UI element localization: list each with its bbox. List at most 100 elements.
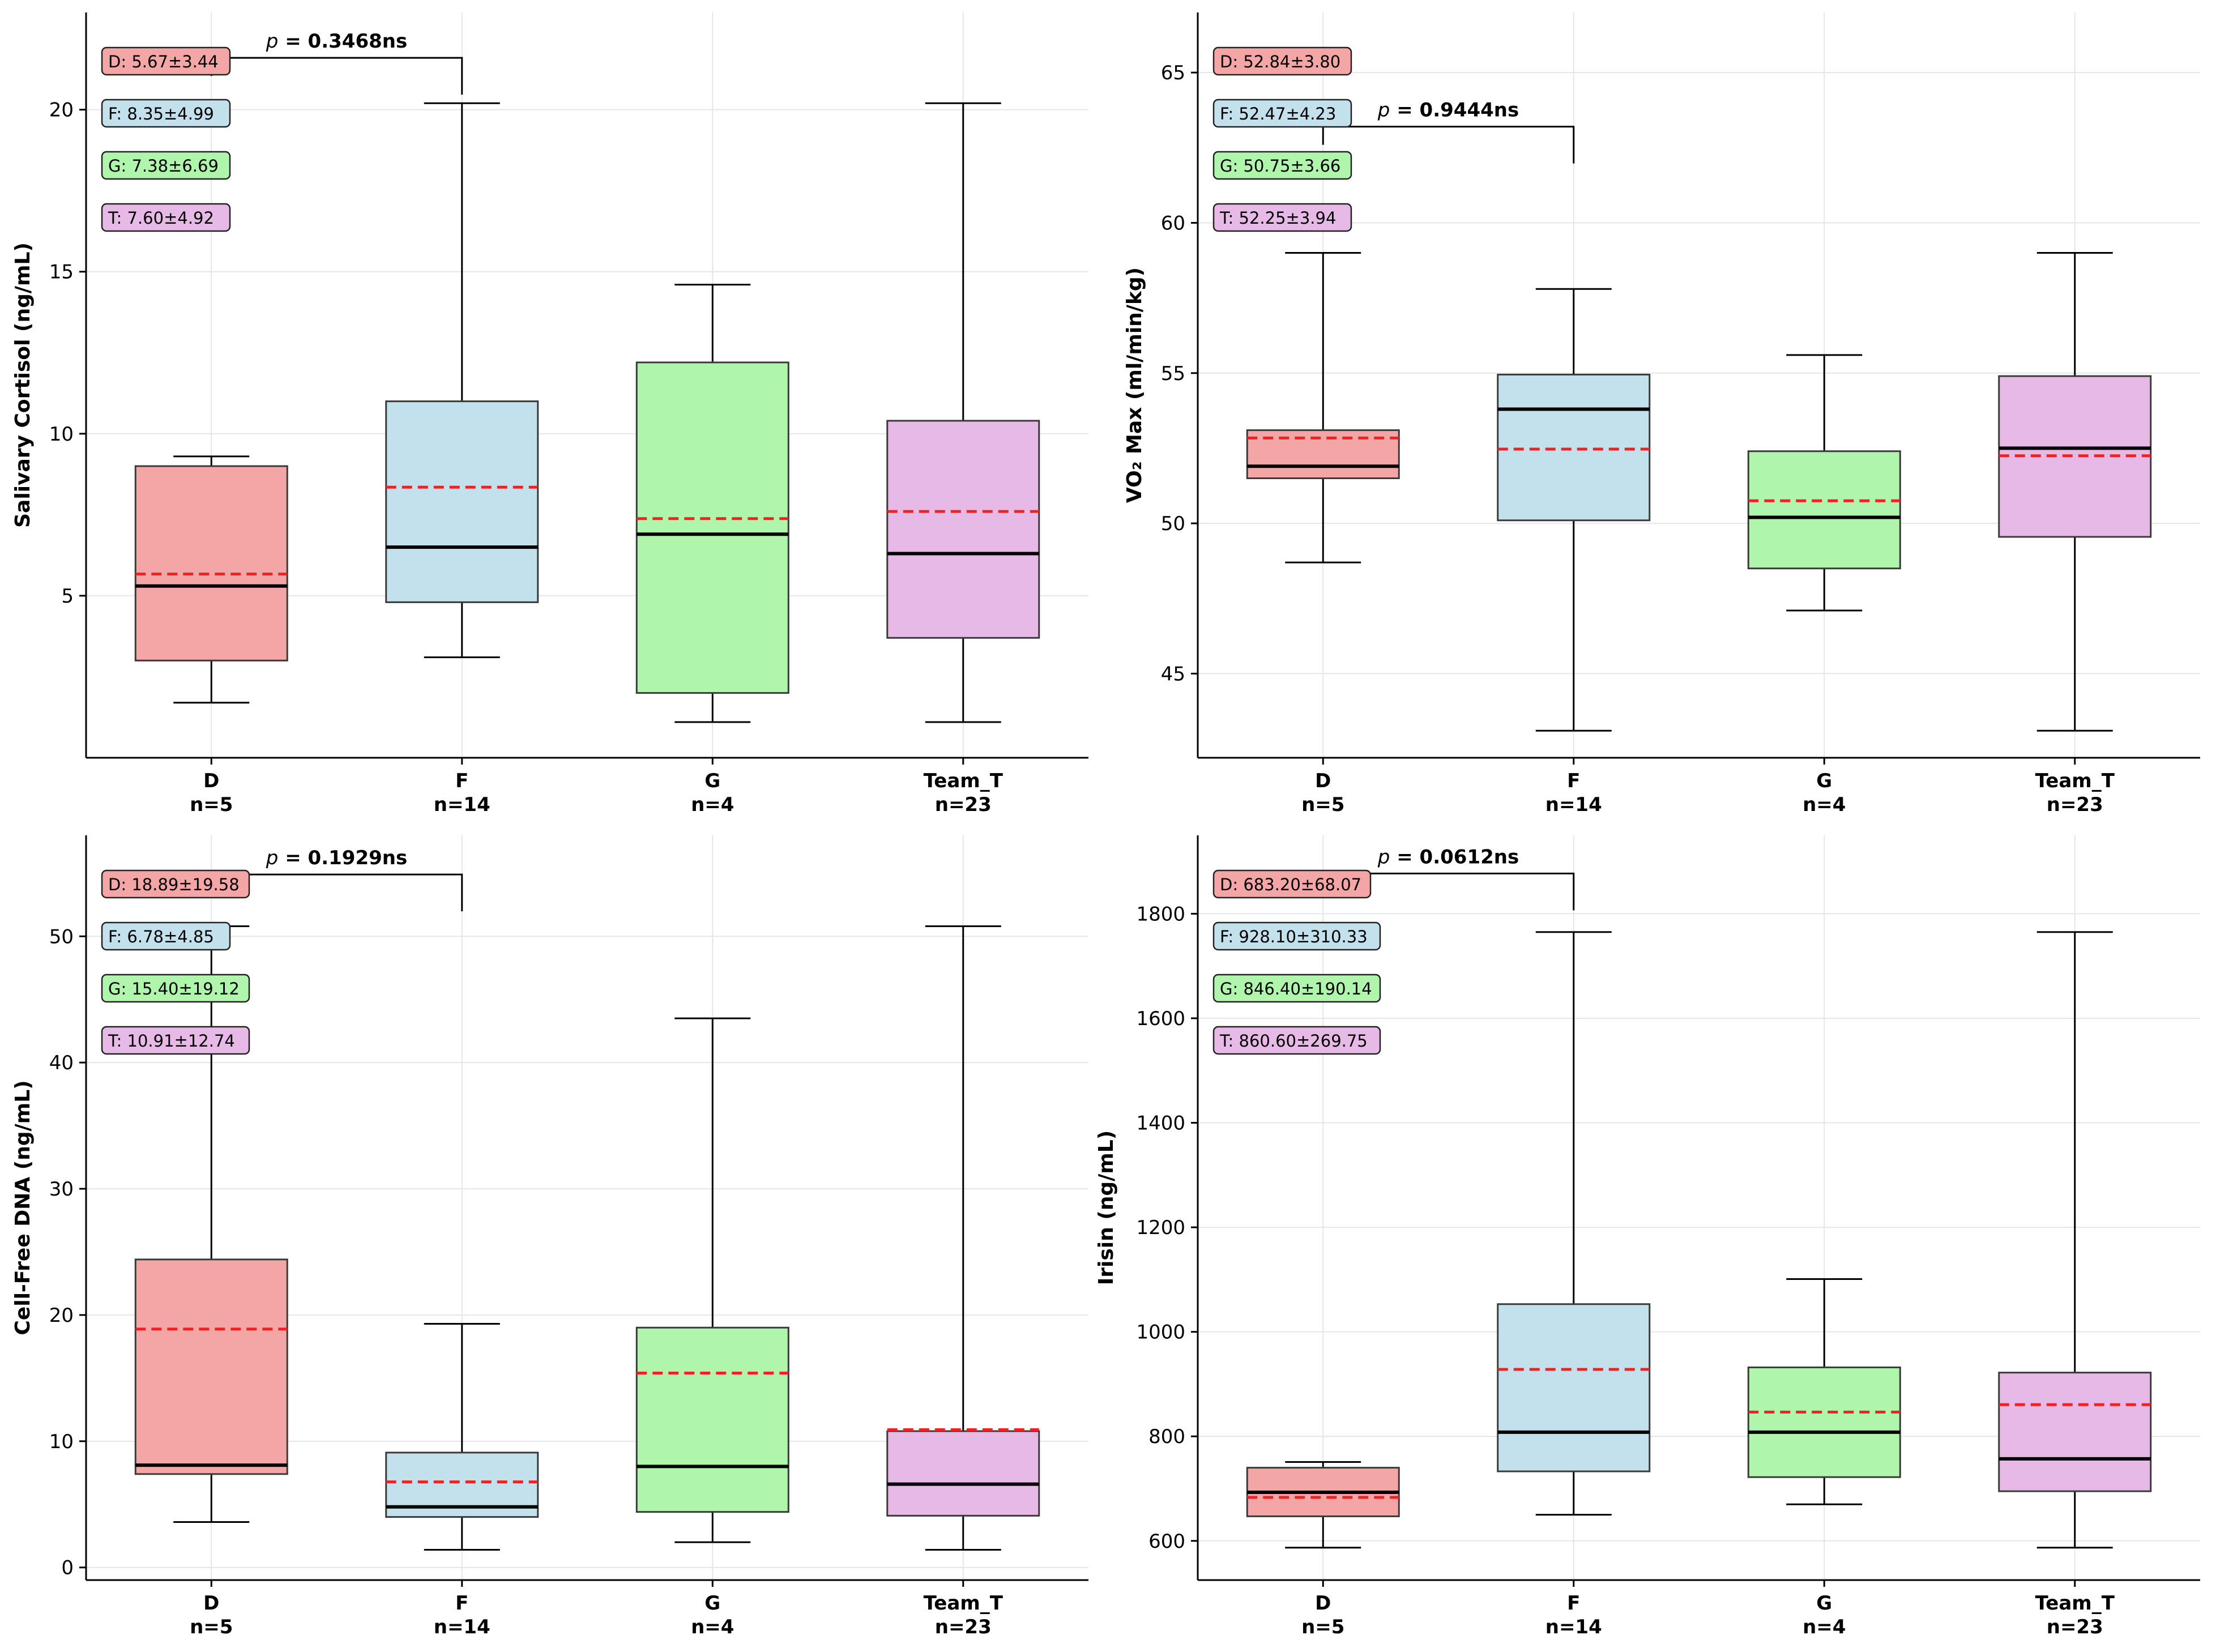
p-value-label: p = 0.3468ns	[266, 30, 407, 53]
box-D	[1246, 1461, 1400, 1549]
stats-text: G: 50.75±3.66	[1220, 156, 1340, 176]
box-iqr	[886, 420, 1040, 639]
stats-annotation: T: 860.60±269.75	[1212, 1026, 1381, 1055]
stats-annotation: D: 683.20±68.07	[1212, 869, 1372, 899]
box-F	[385, 1323, 539, 1551]
y-tick-label: 10	[49, 1431, 74, 1453]
chart-panel-4: 600 800 1000 1200 1400 1600 1800 Irisin (ng/mL)…	[1095, 835, 2200, 1638]
stats-annotation: F: 928.10±310.33	[1212, 921, 1381, 951]
x-tick-label: D	[1315, 770, 1331, 792]
stats-box	[101, 869, 250, 899]
x-tick-label: Team_T	[924, 1592, 1004, 1615]
x-tick-n-label: n=4	[691, 1616, 734, 1638]
box-D	[1246, 252, 1400, 564]
stats-text: G: 15.40±19.12	[108, 979, 240, 998]
stats-text: F: 928.10±310.33	[1220, 927, 1368, 946]
box-Team_T	[1998, 931, 2152, 1549]
y-tick-label: 20	[49, 99, 74, 122]
stats-annotation: D: 18.89±19.58	[101, 869, 250, 899]
p-value-label: p = 0.1929ns	[266, 847, 407, 869]
x-tick-n-label: n=23	[935, 1616, 992, 1638]
box-F	[1497, 288, 1651, 732]
stats-box	[1212, 203, 1352, 232]
x-tick-label: F	[1567, 1592, 1580, 1615]
y-tick-label: 50	[1161, 513, 1185, 535]
chart-panel-1: 5 10 15 20 Salivary Cortisol (ng/mL) Dn=5 Fn=1…	[11, 12, 1088, 816]
y-tick-label: 800	[1148, 1425, 1185, 1448]
x-tick-label: G	[1816, 770, 1832, 792]
y-tick-label: 65	[1161, 62, 1185, 84]
box-G	[635, 284, 789, 723]
stats-annotation: D: 5.67±3.44	[101, 46, 231, 76]
stats-box	[101, 99, 231, 128]
x-tick-n-label: n=5	[190, 1616, 233, 1638]
stats-annotation: T: 7.60±4.92	[101, 203, 231, 232]
x-tick-n-label: n=14	[434, 1616, 490, 1638]
x-tick-label: G	[704, 770, 720, 792]
y-tick-label: 1000	[1136, 1321, 1185, 1344]
x-tick-label: Team_T	[2035, 1592, 2115, 1615]
x-tick-n-label: n=5	[1301, 793, 1344, 816]
stats-box	[1212, 99, 1352, 128]
stats-annotation: T: 52.25±3.94	[1212, 203, 1352, 232]
stats-box	[101, 921, 231, 951]
y-axis-label: Irisin (ng/mL)	[1095, 1130, 1118, 1285]
box-iqr	[1497, 373, 1651, 522]
box-G	[635, 1017, 789, 1543]
stats-text: T: 860.60±269.75	[1219, 1031, 1368, 1051]
x-tick-label: G	[704, 1592, 720, 1615]
y-axis-label: Cell-Free DNA (ng/mL)	[11, 1080, 35, 1335]
stats-text: D: 52.84±3.80	[1220, 52, 1340, 71]
y-tick-label: 0	[61, 1557, 74, 1580]
x-tick-n-label: n=4	[1803, 1616, 1846, 1638]
box-iqr	[1497, 1303, 1651, 1472]
box-D	[134, 455, 288, 704]
y-tick-label: 60	[1161, 212, 1185, 234]
x-tick-n-label: n=14	[434, 793, 490, 816]
x-tick-n-label: n=23	[2047, 1616, 2103, 1638]
y-tick-label: 5	[61, 585, 74, 608]
y-tick-label: 45	[1161, 663, 1185, 685]
stats-annotation: T: 10.91±12.74	[101, 1026, 250, 1055]
p-value-label: p = 0.9444ns	[1377, 99, 1519, 122]
significance-bracket	[210, 57, 463, 95]
y-tick-label: 1400	[1136, 1112, 1185, 1135]
box-D	[134, 925, 288, 1523]
stats-box	[1212, 869, 1372, 899]
stats-annotation: G: 15.40±19.12	[101, 974, 250, 1003]
box-iqr	[1747, 1366, 1901, 1478]
x-tick-label: D	[203, 770, 219, 792]
x-tick-n-label: n=5	[1301, 1616, 1344, 1638]
stats-box	[101, 151, 231, 180]
y-tick-label: 15	[49, 261, 74, 284]
y-tick-label: 20	[49, 1304, 74, 1327]
x-tick-n-label: n=5	[190, 793, 233, 816]
stats-annotation: G: 846.40±190.14	[1212, 974, 1381, 1003]
x-tick-n-label: n=14	[1545, 793, 1602, 816]
y-tick-label: 55	[1161, 362, 1185, 385]
stats-box	[101, 46, 231, 76]
stats-annotation: F: 52.47±4.23	[1212, 99, 1352, 128]
box-F	[1497, 931, 1651, 1516]
x-tick-label: F	[455, 1592, 468, 1615]
x-tick-n-label: n=23	[2047, 793, 2103, 816]
stats-box	[101, 974, 250, 1003]
x-tick-n-label: n=4	[691, 793, 734, 816]
y-tick-label: 30	[49, 1178, 74, 1201]
stats-box	[101, 1026, 250, 1055]
box-Team_T	[886, 925, 1040, 1551]
x-tick-label: Team_T	[924, 770, 1004, 792]
box-G	[1747, 354, 1901, 612]
stats-text: F: 8.35±4.99	[108, 104, 214, 123]
stats-annotation: F: 6.78±4.85	[101, 921, 231, 951]
stats-box	[1212, 921, 1381, 951]
x-tick-label: F	[1567, 770, 1580, 792]
box-iqr	[635, 361, 789, 694]
stats-text: D: 683.20±68.07	[1220, 875, 1361, 894]
stats-box	[1212, 151, 1352, 180]
x-tick-n-label: n=23	[935, 793, 992, 816]
box-F	[385, 102, 539, 659]
x-tick-label: F	[455, 770, 468, 792]
stats-text: T: 10.91±12.74	[108, 1031, 235, 1051]
stats-box	[1212, 1026, 1381, 1055]
